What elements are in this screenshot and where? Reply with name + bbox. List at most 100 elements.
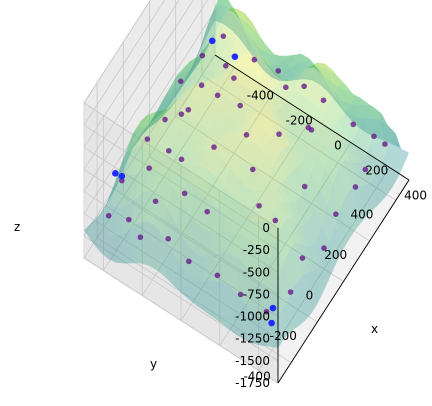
grid-line [83,32,216,237]
surface-patch [168,98,182,110]
surface-patch [214,71,228,80]
surface-patch [311,240,325,266]
surface-patch [371,118,385,141]
z-tick-label: -500 [243,265,270,279]
surface-patch [195,124,209,140]
surface-patch [308,207,322,241]
surface-patch [363,118,377,138]
surface-patch [302,272,317,315]
grid-line [83,169,279,295]
surface-patch [347,112,361,129]
surface-patch [267,117,282,130]
y-tick-label: -200 [270,329,297,343]
surface-patch [219,62,234,77]
surface-patch [210,176,225,209]
surface-patch [222,67,236,81]
surface-patch [257,34,272,55]
surface-patch [286,291,300,329]
surface-patch [255,43,269,66]
surface-patch [308,270,322,306]
surface-patch [338,102,353,122]
scatter-point [198,82,205,89]
surface-patch [192,149,206,166]
surface-patch [278,121,293,137]
surface-patch [287,72,301,81]
scatter-point [276,131,282,137]
surface-patch [221,145,236,168]
surface-patch [300,243,314,273]
surface-patch [127,120,141,148]
surface-patch [284,55,299,68]
surface-patch [343,106,358,140]
scatter-point [162,116,168,123]
surface-patch [208,56,223,72]
surface-patch [276,61,291,75]
surface-patch [295,93,309,121]
surface-patch [241,18,255,36]
surface-patch [354,96,369,119]
surface-patch [151,110,166,119]
surface-patch [303,58,318,68]
surface-patch [319,114,333,132]
surface-patch [179,65,193,79]
surface-patch [275,226,290,264]
surface-patch [279,55,293,60]
surface-patch [233,9,247,25]
surface-patch [333,120,347,141]
surface-patch [340,195,355,240]
scatter-point [178,111,185,117]
surface-patch [322,76,337,103]
surface-patch [247,32,261,60]
grid-line [83,257,279,384]
surface-patch [254,116,268,129]
surface-patch [132,221,146,264]
highlight-point [112,170,119,177]
surface-patch [284,145,298,172]
surface-patch [206,76,220,82]
surface-patch [121,198,136,235]
surface-patch [197,139,212,151]
surface-patch [238,158,252,187]
surface-patch [300,77,315,100]
scatter-point [263,308,270,315]
z-tick-label: -1000 [235,310,270,324]
surface-patch [297,158,312,188]
surface-patch [205,280,219,318]
surface-patch [143,117,158,131]
surface-patch [289,202,303,226]
surface-patch [381,113,396,143]
scatter-point [152,198,159,205]
surface-patch [154,142,168,161]
surface-patch [324,241,338,272]
surface-patch [132,115,147,134]
surface-patch [248,243,262,281]
surface-patch [202,169,217,203]
surface-patch [270,240,284,280]
y-axis-line [277,179,410,384]
surface-patch [254,79,269,102]
surface-patch [238,42,253,52]
y-tick-labels: -400 -200 0 200 400 [243,207,373,383]
surface-patch [327,124,342,142]
surface-patch [151,171,165,196]
surface-patch [189,77,204,86]
surface-patch [244,12,258,35]
scatter-point [214,272,221,279]
surface-patch [349,103,364,119]
surface-patch [259,203,273,224]
scatter-point [301,83,307,90]
surface-patch [146,114,161,130]
surface-patch [290,70,304,81]
surface-patch [227,17,242,38]
surface-patch [354,162,369,187]
grid-line [83,10,216,214]
surface-patch [344,89,358,105]
surface-patch [244,35,258,50]
scatter-point [186,258,192,265]
surface-patch [203,70,217,80]
surface-patch [352,131,366,163]
surface-patch [236,24,250,43]
surface-patch [228,8,242,18]
surface-patch [122,141,136,174]
surface-patch [138,120,153,138]
